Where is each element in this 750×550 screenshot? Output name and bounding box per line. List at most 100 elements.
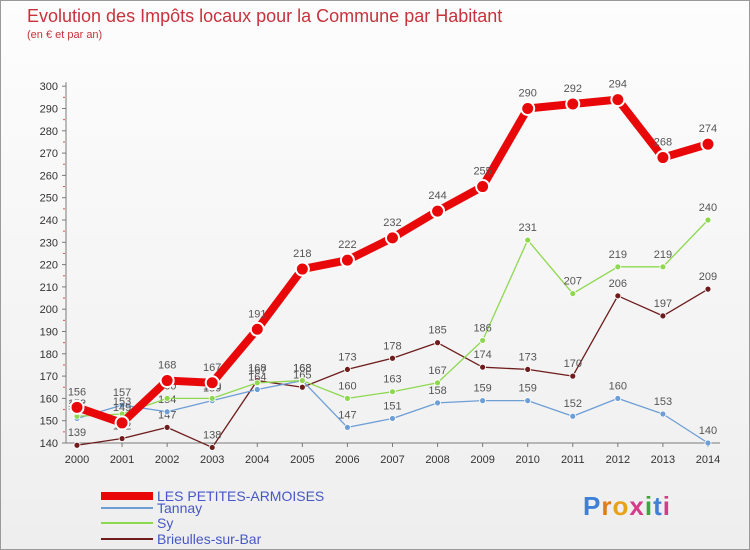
data-point xyxy=(655,150,671,166)
logo-letter: o xyxy=(612,491,630,521)
data-label: 209 xyxy=(699,271,717,283)
data-point xyxy=(704,439,712,447)
data-label: 274 xyxy=(699,123,717,135)
data-label: 153 xyxy=(113,396,131,408)
data-point xyxy=(704,285,712,293)
data-point xyxy=(344,366,351,373)
y-tick-label: 170 xyxy=(40,371,58,383)
data-point xyxy=(524,236,532,244)
y-tick-label: 220 xyxy=(40,260,58,272)
logo-letter: P xyxy=(583,491,602,521)
x-tick-label: 2011 xyxy=(561,454,585,466)
data-point xyxy=(704,216,712,224)
y-tick-label: 240 xyxy=(40,215,58,227)
data-point xyxy=(520,101,536,116)
data-label: 170 xyxy=(564,358,582,370)
data-label: 165 xyxy=(293,369,311,381)
y-tick-label: 250 xyxy=(40,193,58,205)
data-label: 168 xyxy=(293,363,311,375)
data-label: 206 xyxy=(609,278,627,290)
data-label: 159 xyxy=(519,383,537,395)
data-point xyxy=(249,321,265,337)
legend-item-brieulles-sur-bar: Brieulles-sur-Bar xyxy=(101,531,261,547)
data-label: 167 xyxy=(248,365,266,377)
data-point xyxy=(479,363,487,371)
data-label: 156 xyxy=(68,386,86,398)
data-label: 244 xyxy=(428,190,446,202)
data-label: 140 xyxy=(699,425,717,437)
data-point xyxy=(524,366,532,373)
data-label: 159 xyxy=(473,383,491,395)
legend-swatch xyxy=(101,507,153,509)
data-point xyxy=(163,394,171,402)
data-point xyxy=(614,394,622,402)
data-label: 163 xyxy=(383,374,401,386)
y-tick-label: 150 xyxy=(40,416,58,428)
data-label: 185 xyxy=(428,325,446,337)
y-tick-label: 210 xyxy=(40,282,58,294)
data-point xyxy=(569,372,577,380)
data-point xyxy=(389,388,396,396)
y-tick-label: 270 xyxy=(40,148,58,160)
data-point xyxy=(384,230,400,246)
chart-subtitle: (en € et par an) xyxy=(27,29,103,41)
y-tick-label: 290 xyxy=(40,104,58,116)
data-point xyxy=(614,292,622,300)
data-label: 138 xyxy=(203,429,221,441)
logo-letter: x xyxy=(629,491,645,521)
data-label: 219 xyxy=(654,249,672,261)
data-label: 240 xyxy=(699,202,717,214)
data-label: 294 xyxy=(609,79,627,91)
data-point xyxy=(479,337,487,344)
logo-letter: i xyxy=(662,491,671,521)
legend-swatch xyxy=(101,522,153,524)
data-label: 178 xyxy=(383,340,401,352)
data-label: 158 xyxy=(428,385,446,397)
data-label: 173 xyxy=(519,351,537,363)
x-tick-label: 2001 xyxy=(110,454,134,466)
data-label: 164 xyxy=(248,371,266,383)
data-label: 167 xyxy=(203,362,221,374)
x-tick-label: 2012 xyxy=(606,454,630,466)
data-point xyxy=(163,423,171,431)
data-label: 168 xyxy=(248,363,266,375)
y-tick-label: 190 xyxy=(40,327,58,339)
data-label: 292 xyxy=(564,83,582,95)
x-tick-label: 2007 xyxy=(380,454,404,466)
data-point xyxy=(659,263,667,271)
logo-letter: i xyxy=(644,491,654,521)
data-point xyxy=(700,136,716,152)
x-tick-label: 2009 xyxy=(470,454,494,466)
y-tick-label: 140 xyxy=(40,438,58,450)
data-point xyxy=(610,92,626,108)
data-point xyxy=(524,397,532,405)
data-label: 152 xyxy=(564,398,582,410)
data-label: 207 xyxy=(564,276,582,288)
data-label: 139 xyxy=(68,427,86,439)
x-tick-label: 2002 xyxy=(155,454,179,466)
legend-label: Brieulles-sur-Bar xyxy=(157,531,262,547)
data-label: 173 xyxy=(338,351,356,363)
data-point xyxy=(614,263,622,271)
data-label: 160 xyxy=(338,380,356,392)
data-point xyxy=(253,386,261,393)
data-label: 191 xyxy=(248,308,266,320)
data-label: 167 xyxy=(428,365,446,377)
data-point xyxy=(208,444,216,451)
data-label: 232 xyxy=(383,217,401,229)
data-label: 160 xyxy=(609,380,627,392)
legend-item-sy: Sy xyxy=(101,515,173,531)
data-point xyxy=(253,379,261,387)
proxiti-logo: Proxiti xyxy=(583,491,671,522)
data-label: 255 xyxy=(473,166,491,178)
y-tick-label: 160 xyxy=(40,393,58,405)
data-label: 168 xyxy=(158,360,176,372)
y-tick-label: 260 xyxy=(40,170,58,182)
data-point xyxy=(389,415,396,422)
data-point xyxy=(659,410,667,418)
data-point xyxy=(339,252,355,268)
data-label: 151 xyxy=(383,400,401,412)
x-tick-label: 2003 xyxy=(200,454,224,466)
